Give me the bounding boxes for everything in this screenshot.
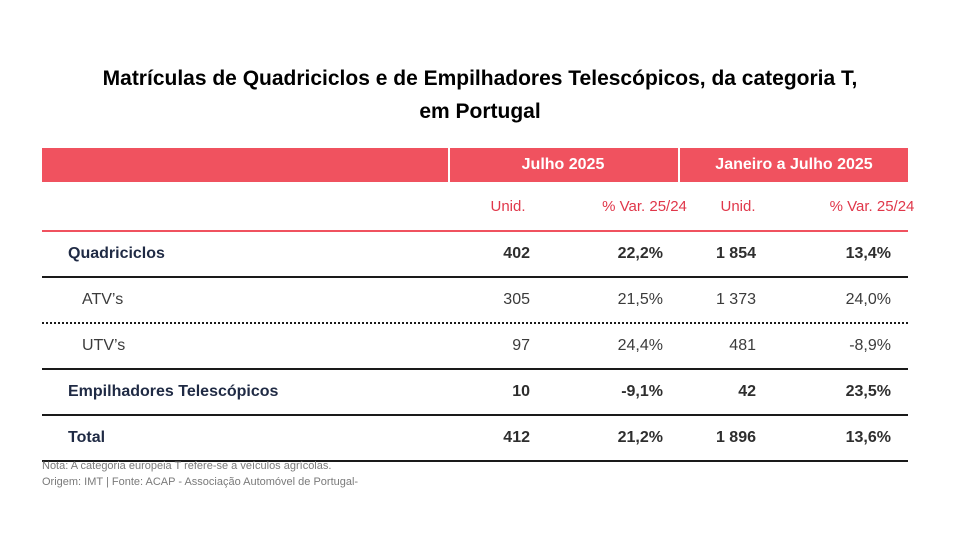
cell-unid-july: 402: [503, 245, 530, 262]
cell-var-jan-jul: -8,9%: [849, 337, 891, 354]
row-label: Empilhadores Telescópicos: [68, 383, 279, 400]
row-label: UTV’s: [82, 337, 126, 354]
group-header-jan-jul: Janeiro a Julho 2025: [715, 156, 873, 173]
cell-var-jan-jul: 13,4%: [845, 245, 891, 262]
column-header-unid-jan-jul: Unid.: [720, 197, 756, 215]
column-header-var-july: % Var. 25/24: [602, 197, 687, 215]
cell-unid-jan-jul: 1 854: [715, 245, 756, 262]
row-label: Quadriciclos: [68, 245, 165, 262]
cell-var-july: 21,2%: [617, 429, 663, 446]
column-header-unid-july: Unid.: [490, 197, 526, 215]
table-row-total: Total 412 21,2% 1 896 13,6%: [42, 416, 908, 462]
table-row-atv: ATV’s 305 21,5% 1 373 24,0%: [42, 278, 908, 324]
header-divider: [678, 148, 680, 182]
cell-unid-jan-jul: 1 373: [715, 291, 756, 308]
cell-var-jan-jul: 13,6%: [845, 429, 891, 446]
cell-var-july: 22,2%: [617, 245, 663, 262]
column-header-var-jan-jul: % Var. 25/24: [829, 197, 915, 215]
note-text: Nota: A categoria europeia T refere-se a…: [42, 460, 332, 472]
cell-unid-july: 305: [503, 291, 530, 308]
registrations-table: Julho 2025 Janeiro a Julho 2025 Unid. % …: [42, 148, 914, 462]
cell-unid-jan-jul: 481: [729, 337, 756, 354]
source-text: Origem: IMT | Fonte: ACAP - Associação A…: [42, 476, 359, 488]
cell-unid-jan-jul: 42: [738, 383, 756, 400]
table-group-header: Julho 2025 Janeiro a Julho 2025: [42, 148, 908, 182]
row-label: Total: [68, 429, 106, 446]
table-row-empilhadores: Empilhadores Telescópicos 10 -9,1% 42 23…: [42, 370, 908, 416]
page-title: Matrículas de Quadriciclos e de Empilhad…: [0, 62, 960, 128]
cell-var-july: -9,1%: [621, 383, 663, 400]
header-divider: [448, 148, 450, 182]
cell-unid-jan-jul: 1 896: [715, 429, 756, 446]
row-label: ATV’s: [82, 291, 124, 308]
table-notes: Nota: A categoria europeia T refere-se a…: [42, 458, 358, 490]
table-column-header: Unid. % Var. 25/24 Unid. % Var. 25/24: [42, 182, 914, 232]
table-row-utv: UTV’s 97 24,4% 481 -8,9%: [42, 324, 908, 370]
cell-unid-july: 10: [512, 383, 530, 400]
cell-var-jan-jul: 23,5%: [845, 383, 891, 400]
title-line-2: em Portugal: [419, 100, 541, 123]
cell-var-july: 21,5%: [617, 291, 663, 308]
cell-unid-july: 412: [503, 429, 530, 446]
cell-var-july: 24,4%: [617, 337, 663, 354]
group-header-july: Julho 2025: [521, 156, 605, 173]
table-row-quadriciclos: Quadriciclos 402 22,2% 1 854 13,4%: [42, 232, 908, 278]
title-line-1: Matrículas de Quadriciclos e de Empilhad…: [102, 67, 858, 90]
cell-unid-july: 97: [512, 337, 530, 354]
cell-var-jan-jul: 24,0%: [845, 291, 891, 308]
